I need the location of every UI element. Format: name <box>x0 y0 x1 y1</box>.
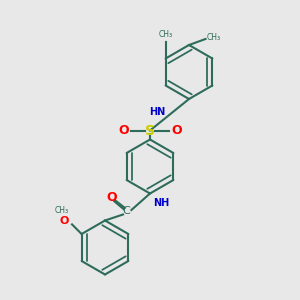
Text: O: O <box>106 190 117 204</box>
Text: CH₃: CH₃ <box>55 206 69 215</box>
Text: CH₃: CH₃ <box>206 33 220 42</box>
Text: CH₃: CH₃ <box>159 30 173 39</box>
Text: S: S <box>145 124 155 137</box>
Text: NH: NH <box>153 197 169 208</box>
Text: C: C <box>122 206 130 217</box>
Text: O: O <box>118 124 129 137</box>
Text: HN: HN <box>149 107 166 117</box>
Text: O: O <box>60 216 69 226</box>
Text: O: O <box>171 124 181 137</box>
